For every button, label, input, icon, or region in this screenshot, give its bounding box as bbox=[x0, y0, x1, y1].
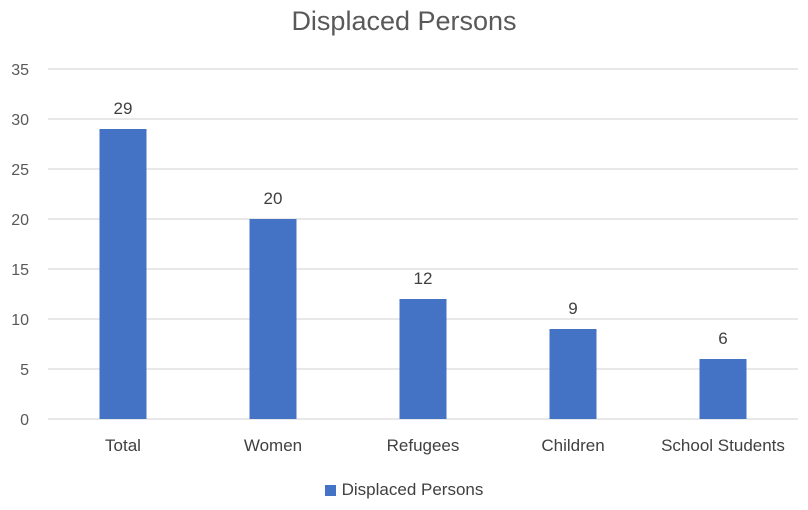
y-tick-label: 25 bbox=[11, 162, 29, 179]
y-tick-label: 0 bbox=[20, 412, 29, 429]
chart-title: Displaced Persons bbox=[291, 6, 517, 36]
y-axis-ticks: 0 5 10 15 20 25 30 35 bbox=[11, 62, 29, 429]
legend-swatch bbox=[324, 484, 336, 496]
bars bbox=[99, 129, 747, 419]
bar-children bbox=[549, 329, 597, 419]
x-tick-label: Refugees bbox=[387, 436, 460, 455]
x-tick-label: Total bbox=[105, 436, 141, 455]
data-label: 29 bbox=[114, 99, 133, 118]
bar-women bbox=[249, 219, 297, 419]
data-label: 9 bbox=[568, 299, 577, 318]
legend-label: Displaced Persons bbox=[341, 480, 484, 499]
x-tick-label: Children bbox=[541, 436, 604, 455]
data-label: 20 bbox=[264, 189, 283, 208]
y-tick-label: 20 bbox=[11, 212, 29, 229]
x-tick-label: School Students bbox=[661, 436, 785, 455]
y-tick-label: 30 bbox=[11, 112, 29, 129]
bar-total bbox=[99, 129, 147, 419]
x-tick-label: Women bbox=[244, 436, 302, 455]
y-tick-label: 5 bbox=[20, 362, 29, 379]
bar-refugees bbox=[399, 299, 447, 419]
y-tick-label: 35 bbox=[11, 62, 29, 79]
bar-school-students bbox=[699, 359, 747, 419]
y-tick-label: 10 bbox=[11, 312, 29, 329]
x-axis-ticks: Total Women Refugees Children School Student… bbox=[105, 436, 785, 455]
legend: Displaced Persons bbox=[0, 480, 808, 500]
data-label: 12 bbox=[414, 269, 433, 288]
y-tick-label: 15 bbox=[11, 262, 29, 279]
data-label: 6 bbox=[718, 329, 727, 348]
data-labels: 29 20 12 9 6 bbox=[114, 99, 728, 348]
